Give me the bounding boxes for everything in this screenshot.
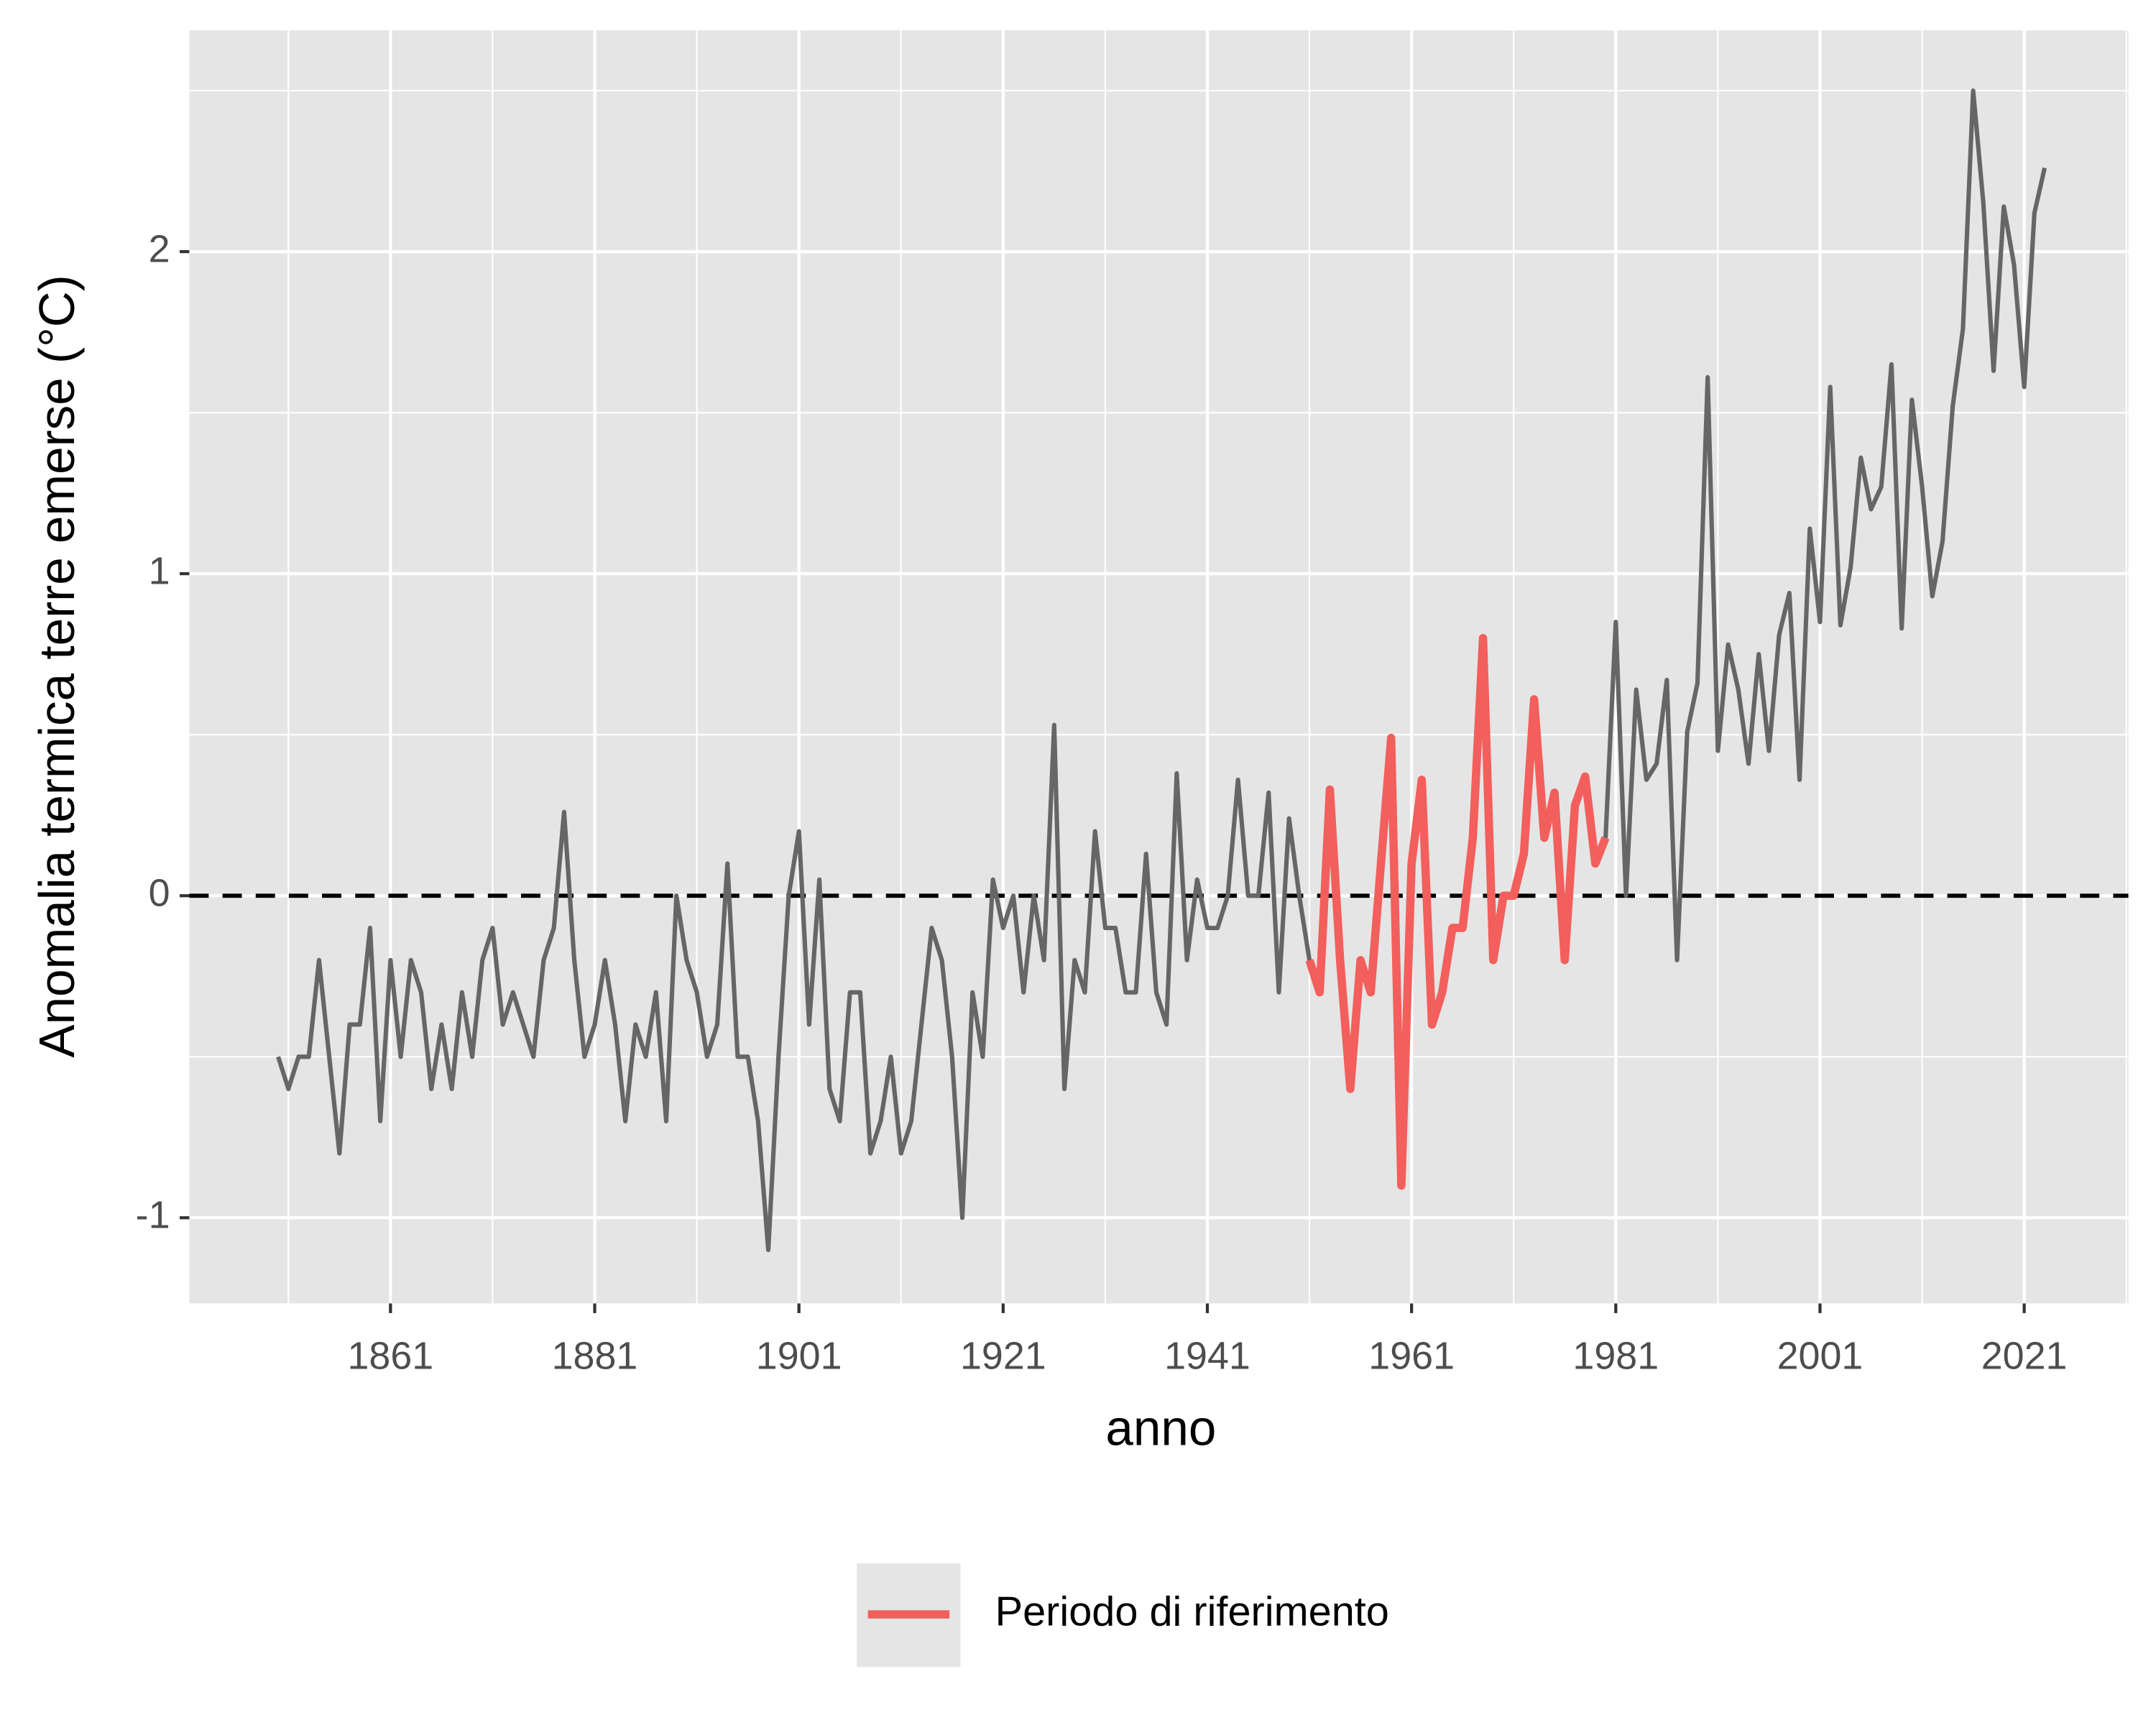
x-tick-label: 1921 [960, 1335, 1046, 1378]
y-tick-label: -1 [136, 1193, 170, 1236]
series-line [276, 88, 2047, 1253]
y-tick-label: 0 [149, 871, 170, 914]
x-tick-label: 1861 [347, 1335, 433, 1378]
x-tick-label: 1981 [1572, 1335, 1659, 1378]
x-tick-label: 1901 [756, 1335, 842, 1378]
x-tick-label: 1941 [1164, 1335, 1250, 1378]
x-tick-label: 1881 [552, 1335, 638, 1378]
x-tick-label: 2001 [1777, 1335, 1864, 1378]
y-tick-label: 2 [149, 227, 170, 270]
legend-label: Periodo di riferimento [995, 1588, 1389, 1634]
y-axis-title: Anomalia termica terre emerse (°C) [29, 275, 85, 1057]
x-tick-label: 1961 [1368, 1335, 1455, 1378]
x-axis-title: anno [1105, 1400, 1216, 1456]
x-tick-label: 2021 [1981, 1335, 2068, 1378]
series-line [1305, 634, 1610, 1190]
panel [189, 30, 2129, 1304]
y-tick-label: 1 [149, 549, 170, 592]
